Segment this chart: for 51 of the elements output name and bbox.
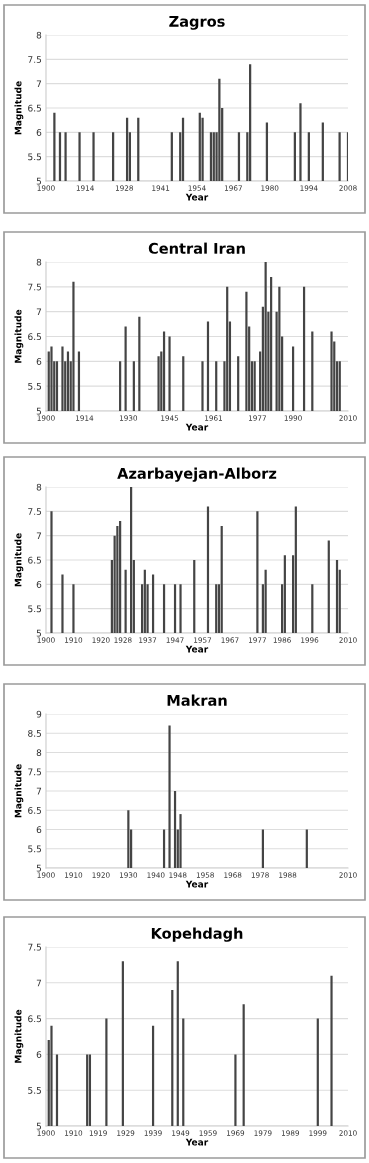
y-tick-label: 7 bbox=[36, 787, 42, 795]
y-tick-label: 7.5 bbox=[28, 283, 42, 291]
y-tick-label: 7 bbox=[36, 532, 42, 540]
y-tick-label: 7 bbox=[36, 80, 42, 88]
y-tick-label: 5 bbox=[36, 407, 42, 415]
y-tick-label: 7.5 bbox=[28, 768, 42, 776]
y-tick-label: 5.5 bbox=[28, 153, 42, 161]
chart-title: Kopehdagh bbox=[151, 927, 243, 942]
y-axis-title: Magnitude bbox=[14, 81, 24, 135]
y-axis-title: Magnitude bbox=[14, 1009, 24, 1063]
y-tick-label: 6.5 bbox=[28, 1015, 42, 1023]
y-tick-label: 8 bbox=[36, 749, 42, 757]
y-tick-label: 7.5 bbox=[28, 943, 42, 951]
chart-title: Zagros bbox=[169, 16, 225, 30]
y-tick-label: 6.5 bbox=[28, 333, 42, 341]
y-tick-label: 5 bbox=[36, 629, 42, 637]
chart-title: Central Iran bbox=[148, 242, 245, 254]
y-tick-label: 8 bbox=[36, 483, 42, 491]
x-axis-title: Year bbox=[185, 193, 209, 201]
y-tick-label: 6.5 bbox=[28, 104, 42, 112]
y-tick-label: 5.5 bbox=[28, 605, 42, 613]
y-tick-label: 8 bbox=[36, 258, 42, 266]
x-axis-title: Year bbox=[185, 1138, 209, 1146]
y-tick-label: 5 bbox=[36, 1122, 42, 1130]
chart-title: Azarbayejan-Alborz bbox=[117, 467, 277, 482]
y-tick-label: 7 bbox=[36, 979, 42, 987]
y-tick-label: 8 bbox=[36, 31, 42, 39]
y-tick-label: 5 bbox=[36, 177, 42, 185]
y-tick-label: 6.5 bbox=[28, 806, 42, 814]
x-axis-title: Year bbox=[185, 645, 209, 653]
y-tick-label: 7 bbox=[36, 308, 42, 316]
chart-title: Makran bbox=[167, 694, 227, 706]
y-tick-label: 6 bbox=[36, 358, 42, 365]
x-axis-title: Year bbox=[185, 423, 209, 431]
y-axis-title: Magnitude bbox=[14, 764, 24, 818]
y-axis-title: Magnitude bbox=[14, 533, 24, 587]
y-tick-label: 5.5 bbox=[28, 845, 42, 853]
y-tick-label: 6 bbox=[36, 129, 42, 136]
y-tick-label: 6 bbox=[36, 826, 42, 834]
y-tick-label: 7.5 bbox=[28, 508, 42, 515]
y-tick-label: 5 bbox=[36, 864, 42, 872]
y-tick-label: 9 bbox=[36, 710, 42, 718]
y-tick-label: 5.5 bbox=[28, 383, 42, 390]
y-tick-label: 6.5 bbox=[28, 556, 42, 564]
y-axis-title: Magnitude bbox=[14, 309, 24, 363]
x-axis-title: Year bbox=[185, 880, 209, 888]
y-tick-label: 6 bbox=[36, 581, 42, 588]
y-tick-label: 6 bbox=[36, 1051, 42, 1058]
y-tick-label: 7.5 bbox=[28, 56, 42, 63]
y-tick-label: 8.5 bbox=[28, 729, 42, 737]
y-tick-label: 5.5 bbox=[28, 1087, 42, 1094]
